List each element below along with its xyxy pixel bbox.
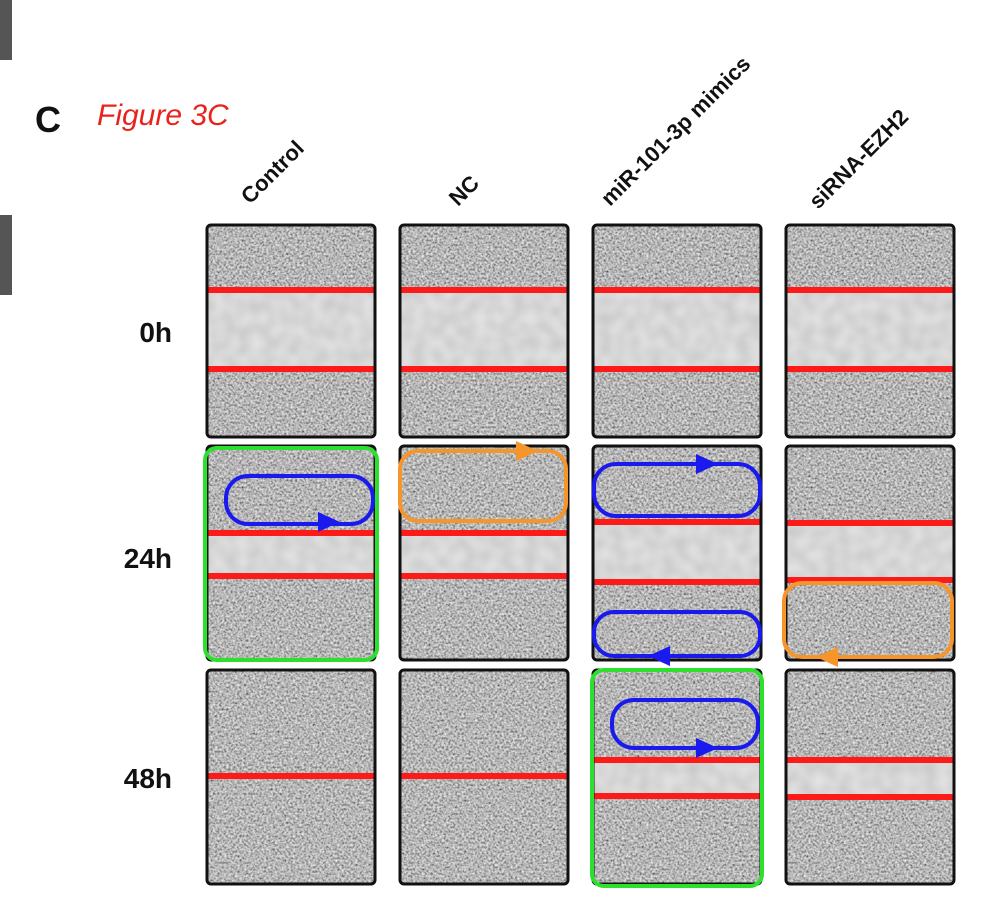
column-label: NC bbox=[444, 170, 484, 210]
loop bbox=[592, 462, 762, 518]
cell-border bbox=[784, 223, 956, 439]
cell-border bbox=[205, 668, 377, 886]
cell-image bbox=[591, 223, 763, 439]
annotations bbox=[203, 441, 954, 888]
image-grid bbox=[205, 223, 956, 886]
wound-gap bbox=[207, 290, 375, 369]
highlight-box bbox=[203, 446, 379, 662]
loop bbox=[782, 581, 954, 659]
column-label: miR-101-3p mimics bbox=[596, 51, 755, 210]
cell-image bbox=[784, 223, 956, 439]
cell-image bbox=[591, 668, 763, 886]
wound-gap bbox=[593, 290, 761, 369]
cell-border bbox=[398, 668, 570, 886]
wound-gap bbox=[400, 533, 568, 576]
cell-border bbox=[591, 444, 763, 662]
cell-image bbox=[591, 444, 763, 662]
cell-image bbox=[784, 668, 956, 886]
loop bbox=[592, 610, 762, 658]
arrow bbox=[648, 646, 670, 666]
arrow bbox=[516, 441, 538, 461]
loop bbox=[610, 698, 760, 750]
wound-gap bbox=[786, 523, 954, 580]
edge-artifact bbox=[0, 215, 12, 295]
column-label: Control bbox=[236, 136, 309, 209]
cell-border bbox=[591, 223, 763, 439]
cell-border bbox=[398, 223, 570, 439]
cell-image bbox=[205, 668, 377, 886]
row-label: 0h bbox=[139, 317, 172, 348]
cell-image bbox=[205, 223, 377, 439]
wound-gap bbox=[593, 522, 761, 582]
cell-border bbox=[398, 444, 570, 662]
wound-gap bbox=[786, 760, 954, 797]
row-label: 48h bbox=[124, 763, 172, 794]
row-label: 24h bbox=[124, 543, 172, 574]
cell-image bbox=[398, 223, 570, 439]
loop bbox=[398, 449, 568, 523]
arrow bbox=[696, 738, 718, 758]
wound-gap bbox=[400, 290, 568, 369]
column-label: siRNA-EZH2 bbox=[804, 104, 913, 213]
panel-letter: C bbox=[35, 99, 61, 140]
arrow bbox=[318, 512, 340, 532]
cell-border bbox=[784, 668, 956, 886]
cell-border bbox=[784, 444, 956, 662]
cell-image bbox=[205, 444, 377, 662]
cell-image bbox=[784, 444, 956, 662]
cell-image bbox=[398, 444, 570, 662]
wound-gap bbox=[593, 760, 761, 796]
highlight-box bbox=[590, 668, 764, 888]
loop bbox=[224, 474, 375, 526]
arrow bbox=[696, 454, 718, 474]
panel-caption: Figure 3C bbox=[97, 99, 229, 132]
arrow bbox=[816, 647, 838, 667]
cell-border bbox=[205, 223, 377, 439]
wound-gap bbox=[207, 533, 375, 576]
wound-gap bbox=[786, 290, 954, 369]
cell-image bbox=[398, 668, 570, 886]
edge-artifact bbox=[0, 0, 12, 60]
